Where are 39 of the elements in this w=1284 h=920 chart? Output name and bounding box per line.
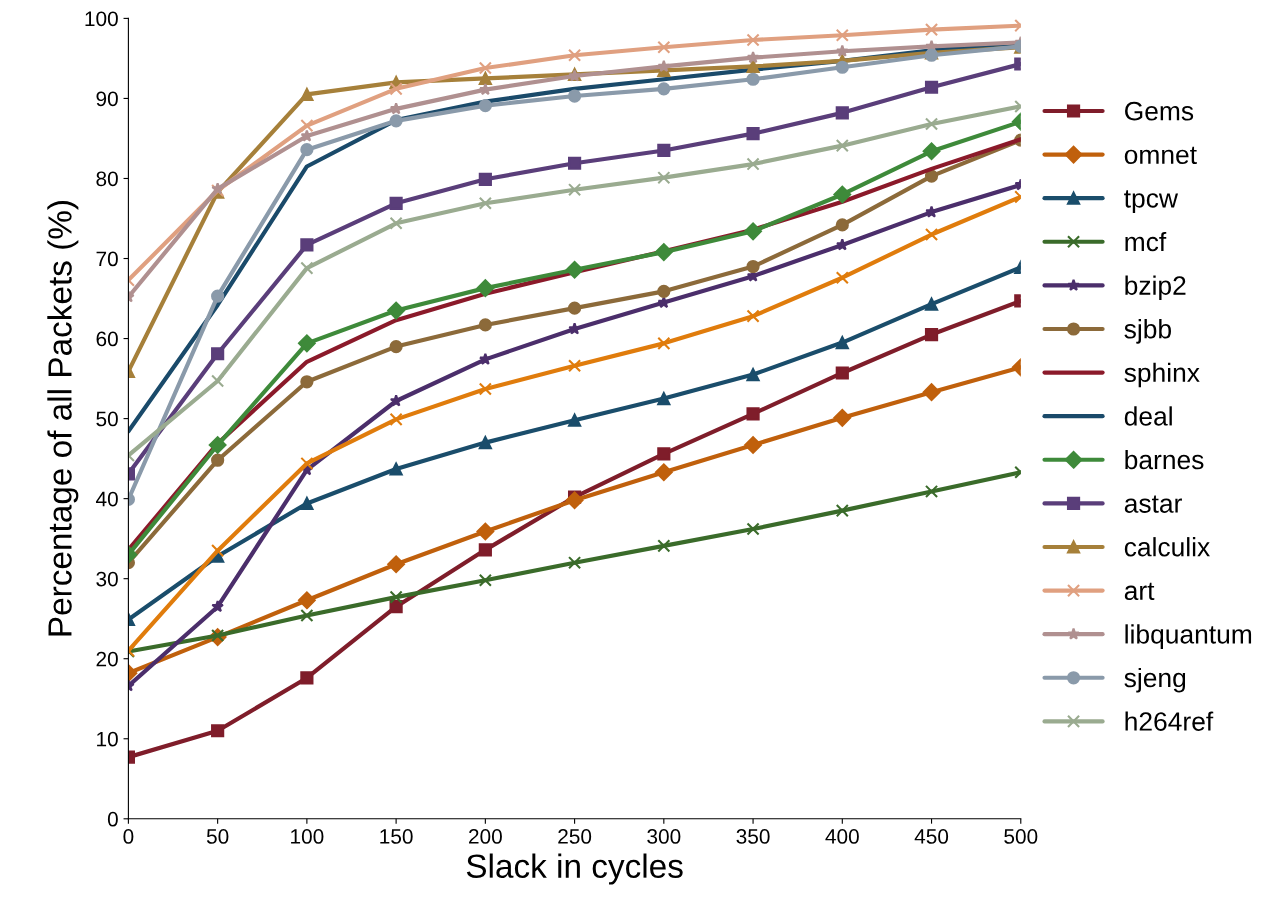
y-tick-label: 70	[96, 251, 118, 267]
x-tick-label: 400	[825, 829, 859, 844]
x-tick-label: 100	[291, 829, 324, 844]
y-tick-label: 50	[96, 411, 118, 427]
x-tick-label: 500	[1004, 829, 1038, 844]
x-tick-label: 200	[469, 829, 502, 844]
x-tick-label: 350	[736, 829, 770, 844]
legend-label: libquantum	[1125, 624, 1252, 649]
legend-label: tpcw	[1124, 190, 1179, 213]
legend-label: calculix	[1124, 537, 1210, 557]
legend-label: barnes	[1125, 449, 1204, 470]
y-tick-label: 20	[96, 651, 118, 667]
y-axis-title: Percentage of all Packets (%)	[47, 201, 79, 636]
legend-label: sphinx	[1124, 362, 1200, 388]
y-tick-label: 0	[107, 811, 118, 827]
y-tick-label: 100	[85, 11, 118, 27]
x-tick-label: 150	[380, 829, 413, 844]
y-tick-label: 10	[97, 731, 118, 747]
y-tick-label: 90	[96, 91, 118, 107]
legend-label: sjeng	[1124, 667, 1186, 693]
legend-label: h264ref	[1125, 711, 1214, 731]
legend-label: astar	[1124, 495, 1182, 513]
y-tick-label: 40	[95, 491, 118, 507]
legend-label: bzip2	[1125, 275, 1186, 301]
x-tick-label: 0	[123, 829, 134, 844]
x-axis-title: Slack in cycles	[466, 853, 683, 885]
legend-label: sjbb	[1124, 319, 1171, 344]
x-tick-label: 50	[206, 829, 229, 844]
legend-label: art	[1124, 582, 1155, 601]
legend-label: omnet	[1124, 146, 1197, 165]
y-tick-label: 80	[96, 171, 118, 187]
x-tick-label: 300	[647, 829, 681, 844]
legend-label: mcf	[1125, 231, 1167, 252]
y-tick-label: 30	[96, 571, 118, 587]
x-tick-label: 450	[914, 829, 949, 844]
legend-label: Gems	[1125, 101, 1194, 121]
x-tick-label: 250	[558, 829, 592, 844]
legend-label: deal	[1124, 406, 1172, 426]
y-tick-label: 60	[96, 331, 118, 347]
